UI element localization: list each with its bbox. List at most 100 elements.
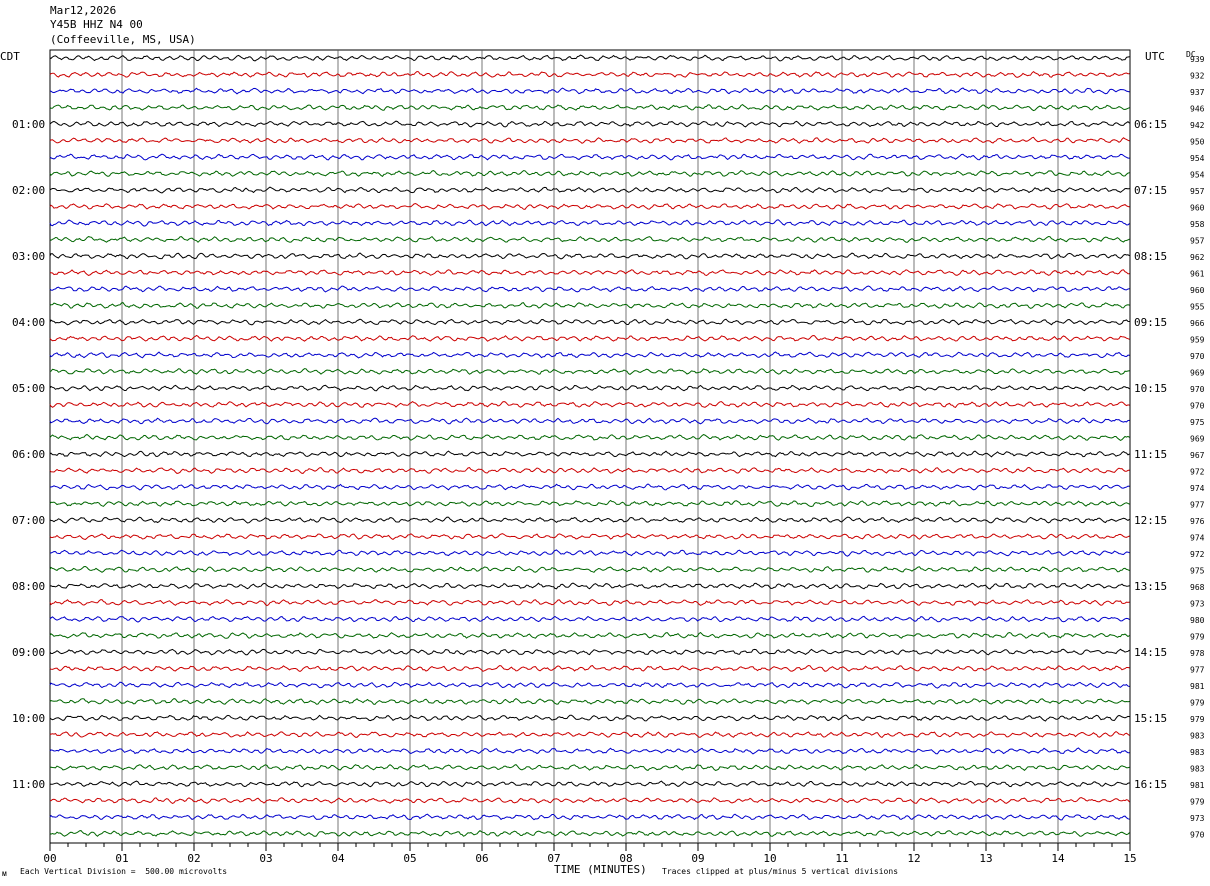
seismic-trace xyxy=(49,120,1130,128)
seismic-trace xyxy=(49,698,1130,705)
right-hour-label: 07:15 xyxy=(1134,184,1167,197)
seismic-trace xyxy=(49,219,1130,227)
dc-value-label: 962 xyxy=(1190,253,1205,262)
dc-value-label: 976 xyxy=(1190,517,1205,526)
seismic-trace xyxy=(49,235,1130,243)
dc-value-label: 970 xyxy=(1190,402,1205,411)
seismic-trace xyxy=(49,351,1130,359)
seismic-trace xyxy=(49,252,1130,260)
x-tick-label: 10 xyxy=(763,852,776,865)
seismic-trace xyxy=(49,565,1130,573)
plot-date: Mar12,2026 xyxy=(50,4,117,17)
dc-value-label: 955 xyxy=(1190,303,1205,312)
dc-value-label: 968 xyxy=(1190,583,1205,592)
dc-value-label: 981 xyxy=(1190,781,1205,790)
dc-value-label: 973 xyxy=(1190,814,1205,823)
mark-icon: ᴍ xyxy=(2,869,7,878)
seismic-trace xyxy=(49,368,1130,375)
x-tick-label: 13 xyxy=(979,852,992,865)
seismic-trace xyxy=(49,813,1130,821)
seismic-trace xyxy=(49,830,1130,837)
seismic-trace xyxy=(49,334,1130,342)
right-hour-label: 12:15 xyxy=(1134,514,1167,527)
left-hour-label: 11:00 xyxy=(12,778,45,791)
dc-value-label: 972 xyxy=(1190,468,1205,477)
dc-value-label: 972 xyxy=(1190,550,1205,559)
x-tick-label: 07 xyxy=(547,852,560,865)
seismic-trace xyxy=(49,54,1130,62)
seismic-trace xyxy=(49,599,1130,607)
seismic-trace xyxy=(49,202,1130,210)
seismic-trace xyxy=(49,466,1130,474)
left-hour-label: 02:00 xyxy=(12,184,45,197)
x-tick-label: 14 xyxy=(1051,852,1065,865)
dc-value-label: 954 xyxy=(1190,171,1205,180)
station-location: (Coffeeville, MS, USA) xyxy=(50,33,196,46)
seismic-trace xyxy=(49,87,1130,95)
seismic-trace xyxy=(49,780,1130,788)
dc-value-label: 975 xyxy=(1190,567,1205,576)
dc-value-label: 983 xyxy=(1190,748,1205,757)
left-hour-label: 07:00 xyxy=(12,514,45,527)
dc-value-label: 959 xyxy=(1190,336,1205,345)
dc-value-label: 979 xyxy=(1190,633,1205,642)
dc-value-label: 961 xyxy=(1190,270,1205,279)
x-tick-label: 08 xyxy=(619,852,632,865)
seismic-trace xyxy=(49,499,1130,508)
dc-value-label: 983 xyxy=(1190,732,1205,741)
dc-value-label: 939 xyxy=(1190,55,1205,64)
dc-value-label: 974 xyxy=(1190,484,1205,493)
seismic-trace xyxy=(49,400,1130,409)
dc-value-label: 975 xyxy=(1190,418,1205,427)
dc-value-label: 932 xyxy=(1190,72,1205,81)
x-tick-label: 02 xyxy=(187,852,200,865)
left-hour-label: 03:00 xyxy=(12,250,45,263)
seismic-trace xyxy=(49,103,1130,112)
seismic-trace xyxy=(49,731,1130,739)
seismic-trace xyxy=(49,648,1130,656)
left-hour-label: 05:00 xyxy=(12,382,45,395)
x-axis-label: TIME (MINUTES) xyxy=(554,863,647,876)
right-hour-label: 15:15 xyxy=(1134,712,1167,725)
left-hour-label: 10:00 xyxy=(12,712,45,725)
plot-frame xyxy=(49,49,1131,844)
dc-value-label: 969 xyxy=(1190,369,1205,378)
station-id: Y45B HHZ N4 00 xyxy=(50,18,143,31)
dc-value-label: 983 xyxy=(1190,765,1205,774)
dc-value-label: 937 xyxy=(1190,88,1205,97)
dc-value-label: 977 xyxy=(1190,501,1205,510)
x-tick-label: 05 xyxy=(403,852,416,865)
right-hour-label: 11:15 xyxy=(1134,448,1167,461)
dc-value-label: 978 xyxy=(1190,649,1205,658)
left-hour-label: 09:00 xyxy=(12,646,45,659)
seismic-trace xyxy=(49,615,1130,623)
seismic-trace xyxy=(50,483,1130,491)
seismic-trace xyxy=(49,170,1130,177)
dc-value-label: 954 xyxy=(1190,154,1205,163)
dc-value-label: 969 xyxy=(1190,435,1205,444)
dc-value-label: 979 xyxy=(1190,699,1205,708)
right-timezone-label: UTC xyxy=(1145,50,1165,63)
right-hour-label: 14:15 xyxy=(1134,646,1167,659)
seismic-trace xyxy=(49,302,1130,309)
dc-value-label: 960 xyxy=(1190,204,1205,213)
dc-value-label: 967 xyxy=(1190,451,1205,460)
left-hour-label: 08:00 xyxy=(12,580,45,593)
seismic-trace xyxy=(49,318,1130,326)
left-hour-label: 01:00 xyxy=(12,118,45,131)
dc-value-label: 950 xyxy=(1190,138,1205,147)
scale-note: Each Vertical Division = 500.00 microvol… xyxy=(20,867,228,876)
x-tick-label: 01 xyxy=(115,852,128,865)
seismic-trace xyxy=(49,153,1130,161)
left-hour-label: 06:00 xyxy=(12,448,45,461)
dc-value-label: 981 xyxy=(1190,682,1205,691)
right-hour-label: 08:15 xyxy=(1134,250,1167,263)
right-hour-label: 13:15 xyxy=(1134,580,1167,593)
seismic-trace xyxy=(49,764,1130,771)
dc-value-label: 974 xyxy=(1190,534,1205,543)
seismic-trace xyxy=(49,417,1130,425)
seismic-trace xyxy=(49,747,1130,755)
seismic-trace xyxy=(50,549,1130,557)
seismic-trace xyxy=(49,516,1130,524)
